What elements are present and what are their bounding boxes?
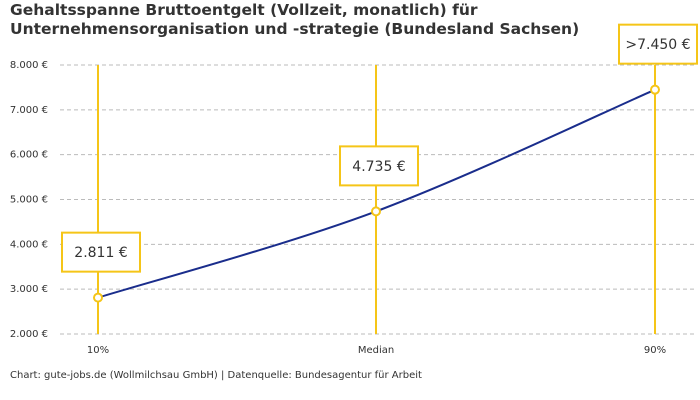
y-tick-label: 8.000 € (10, 60, 48, 71)
source: Chart: gute-jobs.de (Wollmilchsau GmbH) … (10, 370, 422, 381)
x-tick-label: 10% (87, 345, 109, 356)
y-tick-label: 4.000 € (10, 239, 48, 250)
y-tick-label: 3.000 € (10, 284, 48, 295)
y-tick-label: 6.000 € (10, 150, 48, 161)
value-label: >7.450 € (625, 37, 690, 53)
point (371, 206, 381, 217)
point (93, 292, 103, 303)
y-tick-label: 2.000 € (10, 329, 48, 340)
label-box (339, 145, 419, 187)
chart-title: Gehaltsspanne Bruttoentgelt (Vollzeit, m… (10, 1, 580, 38)
label-box (618, 23, 698, 65)
point (650, 84, 660, 95)
label-box (61, 231, 141, 273)
y-tick-label: 5.000 € (10, 195, 48, 206)
y-tick-label: 7.000 € (10, 105, 48, 116)
value-label: 4.735 € (352, 159, 405, 175)
x-tick-label: Median (358, 345, 394, 356)
x-tick-label: 90% (644, 345, 666, 356)
value-label: 2.811 € (74, 245, 127, 261)
